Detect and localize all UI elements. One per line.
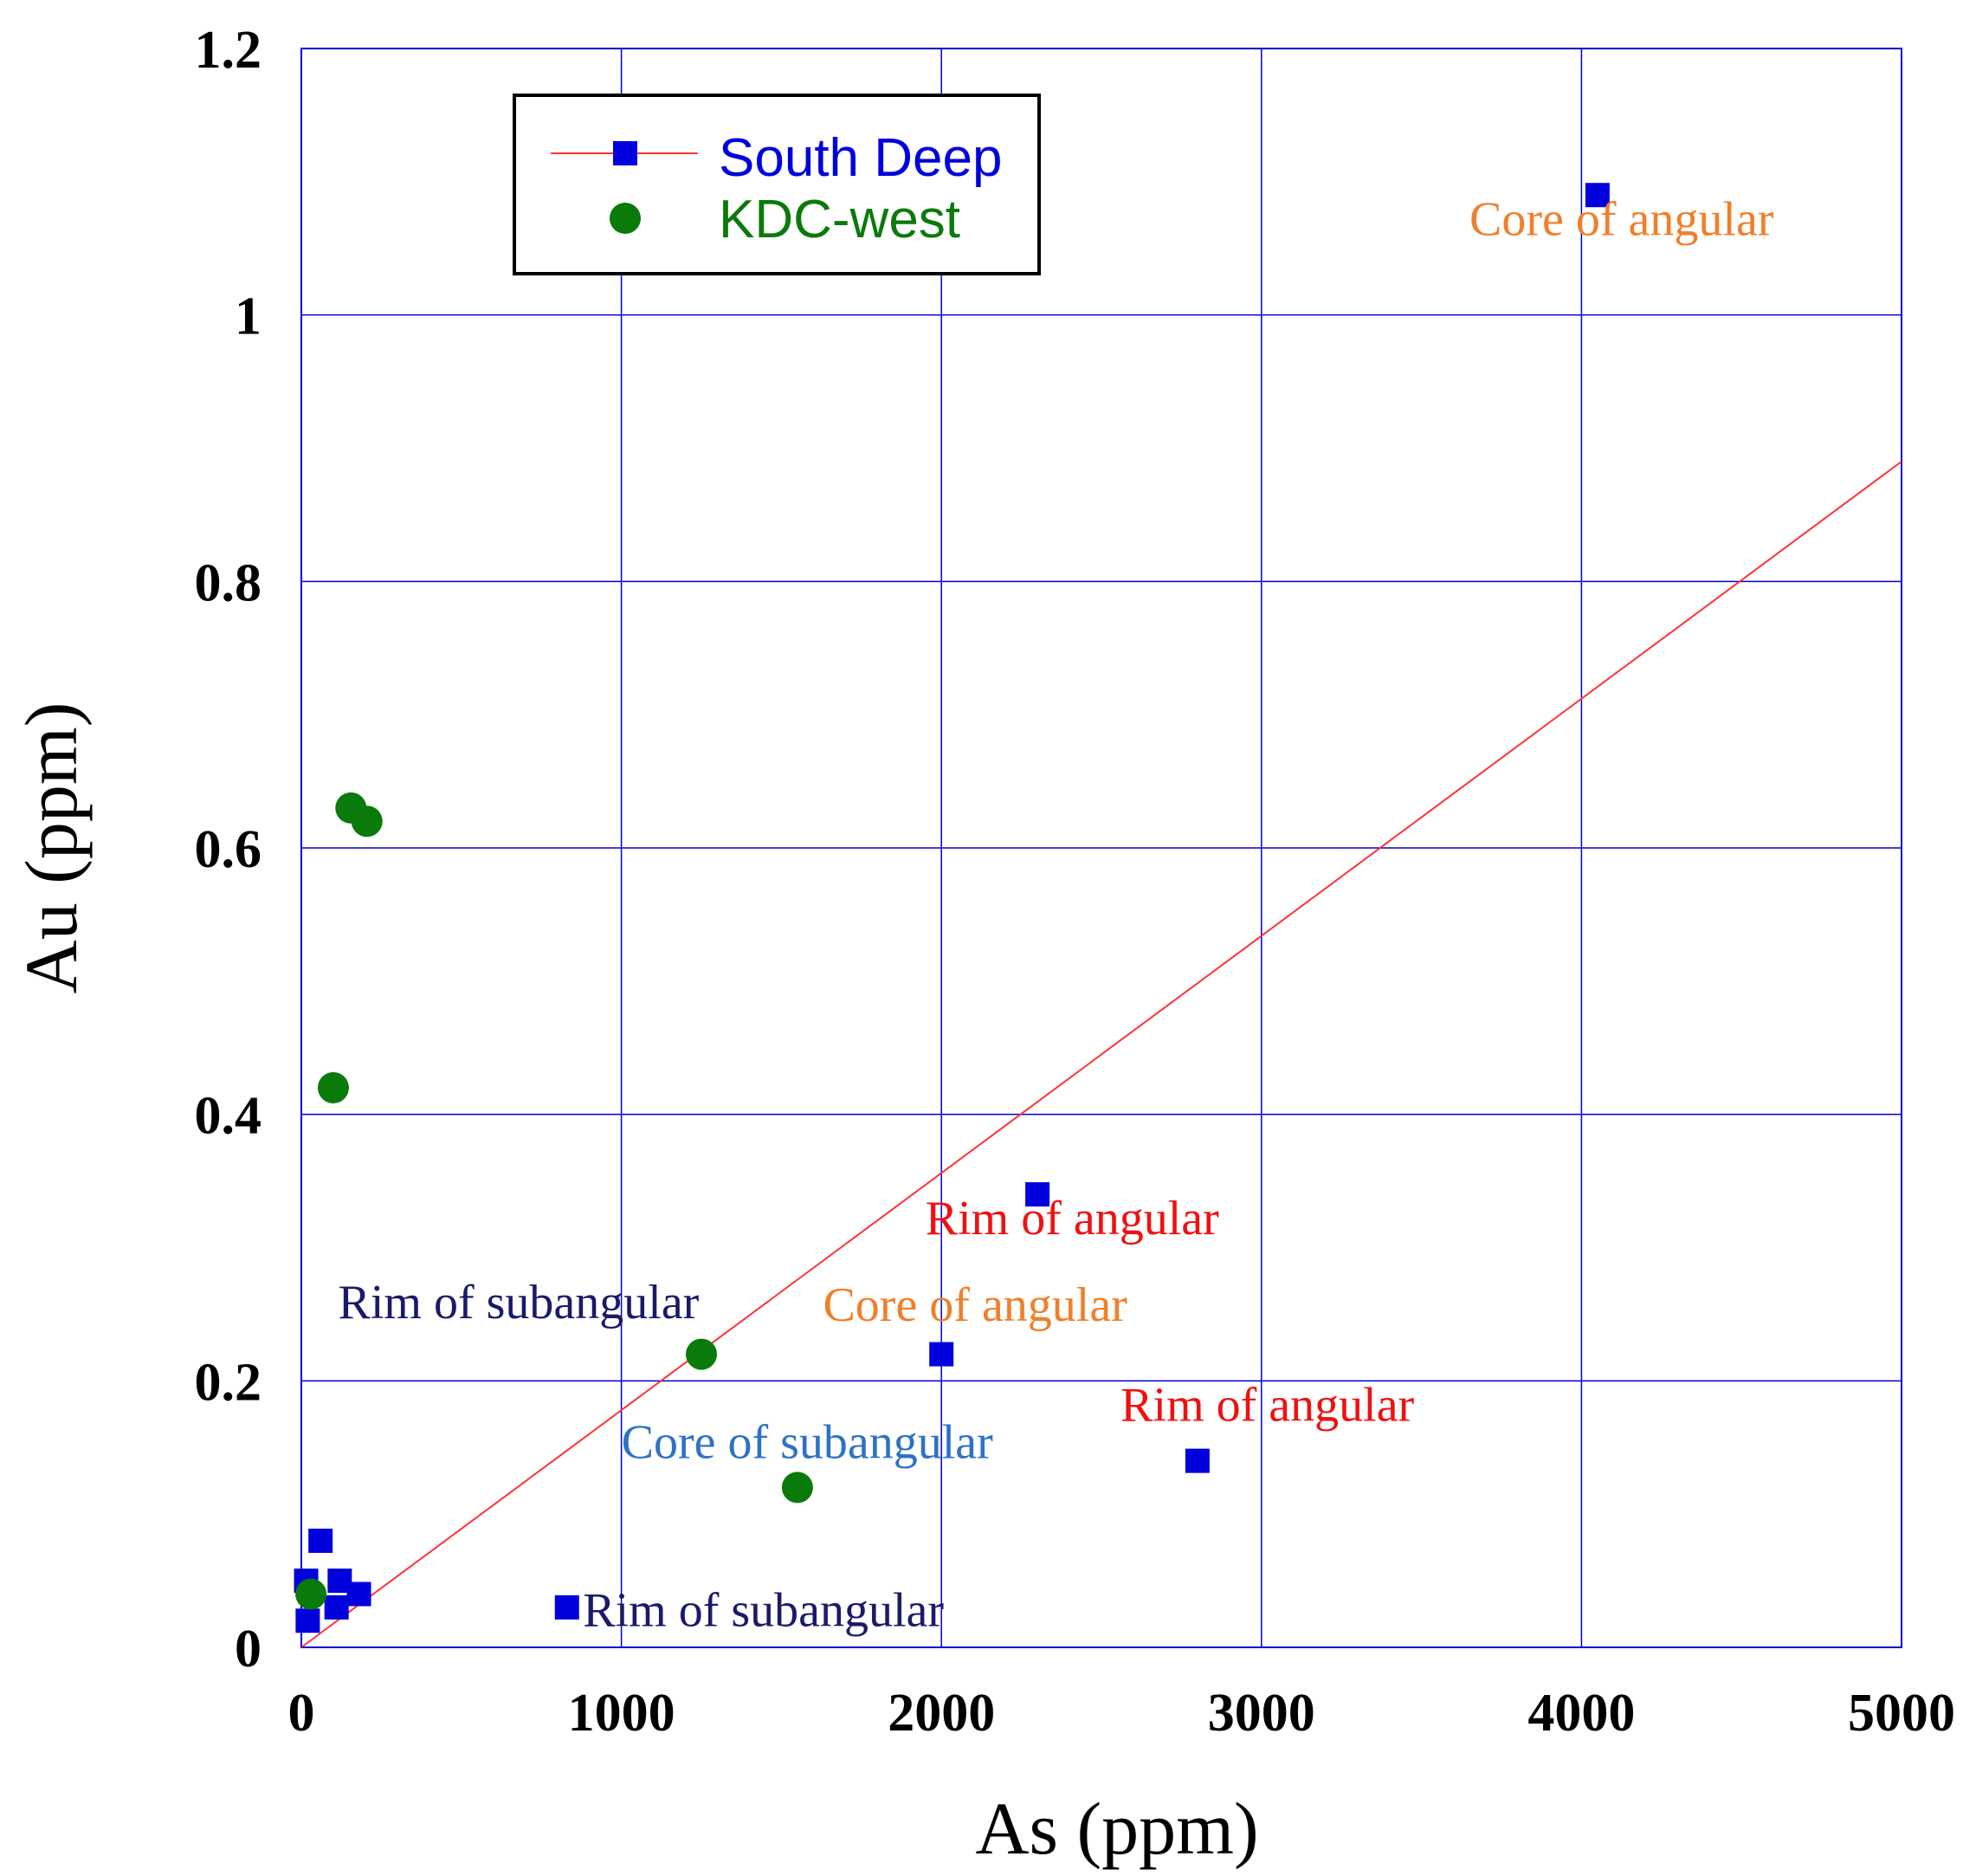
legend-label-kdc-west: KDC-west bbox=[719, 190, 960, 249]
legend: South Deep KDC-west bbox=[513, 94, 1041, 275]
point-kdc-west bbox=[351, 805, 383, 838]
trendline bbox=[300, 461, 1902, 1648]
x-tick-label: 3000 bbox=[1208, 1684, 1315, 1743]
y-tick-label: 1.2 bbox=[195, 21, 262, 80]
legend-box bbox=[513, 94, 1041, 275]
point-south-deep bbox=[554, 1595, 579, 1620]
annotation-label: Rim of subangular bbox=[583, 1583, 944, 1637]
x-tick-label: 0 bbox=[288, 1684, 315, 1743]
point-south-deep bbox=[295, 1608, 320, 1633]
x-tick-label: 2000 bbox=[888, 1684, 995, 1743]
annotation-label: Core of subangular bbox=[622, 1416, 994, 1470]
x-tick-label: 5000 bbox=[1848, 1684, 1955, 1743]
x-axis-title: As (ppm) bbox=[975, 1787, 1258, 1870]
point-south-deep bbox=[1025, 1181, 1050, 1206]
trendline-layer bbox=[300, 461, 1902, 1648]
annotation-label: Rim of subangular bbox=[339, 1276, 700, 1329]
point-kdc-west bbox=[317, 1071, 349, 1103]
y-tick-label: 1 bbox=[235, 288, 262, 346]
plot-frame bbox=[300, 48, 1902, 1648]
y-tick-label: 0.2 bbox=[195, 1353, 262, 1412]
y-tick-label: 0.4 bbox=[195, 1087, 262, 1146]
legend-label-south-deep: South Deep bbox=[719, 128, 1002, 188]
y-tick-label: 0 bbox=[235, 1620, 262, 1679]
y-tick-label: 0.6 bbox=[195, 820, 262, 879]
annotation-label: Core of angular bbox=[823, 1278, 1127, 1332]
point-kdc-west bbox=[781, 1472, 813, 1504]
x-tick-label: 4000 bbox=[1527, 1684, 1635, 1743]
legend-square-marker bbox=[613, 141, 637, 165]
point-south-deep bbox=[1185, 1448, 1210, 1473]
annotations: Core of angular Rim of angular Core of ang… bbox=[339, 192, 1774, 1637]
point-south-deep bbox=[308, 1528, 333, 1553]
y-axis-title: Au (ppm) bbox=[10, 702, 93, 994]
point-south-deep bbox=[929, 1342, 954, 1367]
point-south-deep bbox=[324, 1595, 349, 1620]
grid-layer bbox=[301, 49, 1902, 1647]
tick-labels: 0 1000 2000 3000 4000 5000 0 0.2 0.4 0.6 0.8 1 1.2 bbox=[195, 21, 1956, 1743]
annotation-label: Core of angular bbox=[1469, 192, 1774, 246]
data-points bbox=[294, 183, 1610, 1633]
annotation-label: Rim of angular bbox=[926, 1192, 1219, 1245]
x-tick-label: 1000 bbox=[568, 1684, 675, 1743]
point-kdc-west bbox=[686, 1338, 717, 1370]
annotation-label: Rim of angular bbox=[1120, 1378, 1414, 1432]
point-kdc-west bbox=[295, 1578, 327, 1610]
point-south-deep bbox=[1585, 183, 1610, 208]
y-tick-label: 0.8 bbox=[195, 553, 262, 612]
legend-circle-marker bbox=[610, 203, 641, 234]
point-south-deep bbox=[346, 1582, 371, 1607]
